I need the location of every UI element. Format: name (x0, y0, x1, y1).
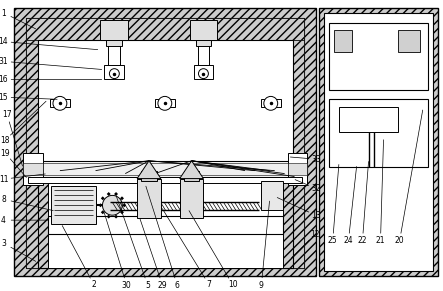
Text: 25: 25 (328, 236, 338, 245)
Bar (324, 13, 433, 271)
Bar (292, 40, 304, 268)
Bar (38, 169, 292, 268)
Bar (288, 153, 307, 184)
Circle shape (102, 195, 122, 215)
Text: 33: 33 (311, 155, 321, 164)
Bar (109, 40, 120, 65)
Bar (194, 65, 214, 79)
Circle shape (158, 96, 172, 110)
Bar (329, 99, 428, 167)
Text: 18: 18 (0, 136, 10, 145)
Bar (14, 8, 316, 276)
Bar (195, 40, 211, 46)
Text: 4: 4 (1, 216, 6, 225)
Text: 20: 20 (395, 236, 404, 245)
Bar (23, 153, 43, 184)
Text: 17: 17 (2, 110, 12, 119)
Text: 10: 10 (228, 280, 237, 289)
Bar (26, 40, 38, 268)
Bar (339, 107, 398, 132)
Bar (137, 179, 161, 218)
Text: 29: 29 (158, 281, 167, 290)
Text: 32: 32 (311, 184, 321, 193)
Bar (38, 40, 292, 169)
Polygon shape (137, 161, 161, 179)
Circle shape (109, 69, 119, 79)
Circle shape (264, 96, 278, 110)
Text: 19: 19 (0, 148, 10, 157)
Bar (105, 65, 124, 79)
Bar (101, 20, 128, 40)
Bar (261, 180, 283, 210)
Bar (25, 163, 305, 175)
Polygon shape (180, 161, 203, 179)
Text: 30: 30 (122, 281, 132, 290)
Text: 6: 6 (175, 281, 180, 290)
Text: 15: 15 (0, 93, 8, 102)
Text: 2: 2 (92, 281, 96, 289)
Bar (398, 30, 420, 52)
Text: 31: 31 (0, 57, 8, 66)
Text: 5: 5 (145, 281, 150, 290)
Text: 7: 7 (206, 280, 211, 289)
Text: 21: 21 (376, 236, 385, 245)
Text: 8: 8 (1, 195, 6, 204)
Bar (184, 171, 199, 180)
Text: 12: 12 (310, 230, 319, 239)
Bar (106, 40, 122, 46)
Text: 13: 13 (311, 211, 321, 220)
Bar (28, 177, 303, 182)
Text: 11: 11 (0, 175, 8, 184)
Bar (26, 18, 304, 268)
Bar (180, 179, 203, 218)
Bar (329, 23, 428, 91)
Bar (261, 99, 281, 107)
Text: 3: 3 (2, 239, 7, 248)
Circle shape (53, 96, 67, 110)
Text: 16: 16 (0, 75, 8, 84)
Text: 1: 1 (2, 8, 6, 17)
Bar (141, 171, 157, 180)
Bar (190, 20, 218, 40)
Bar (51, 187, 96, 224)
Text: 24: 24 (344, 236, 353, 245)
Circle shape (198, 69, 208, 79)
Bar (198, 40, 210, 65)
Bar (50, 99, 70, 107)
Text: 22: 22 (358, 236, 367, 245)
Bar (48, 216, 283, 234)
Bar (288, 163, 307, 175)
Bar (155, 99, 175, 107)
Text: 14: 14 (0, 37, 8, 46)
Bar (26, 18, 304, 40)
Text: 9: 9 (259, 281, 264, 290)
Bar (23, 163, 43, 175)
Bar (48, 169, 283, 268)
Bar (334, 30, 352, 52)
Bar (319, 8, 438, 276)
Bar (23, 161, 307, 177)
